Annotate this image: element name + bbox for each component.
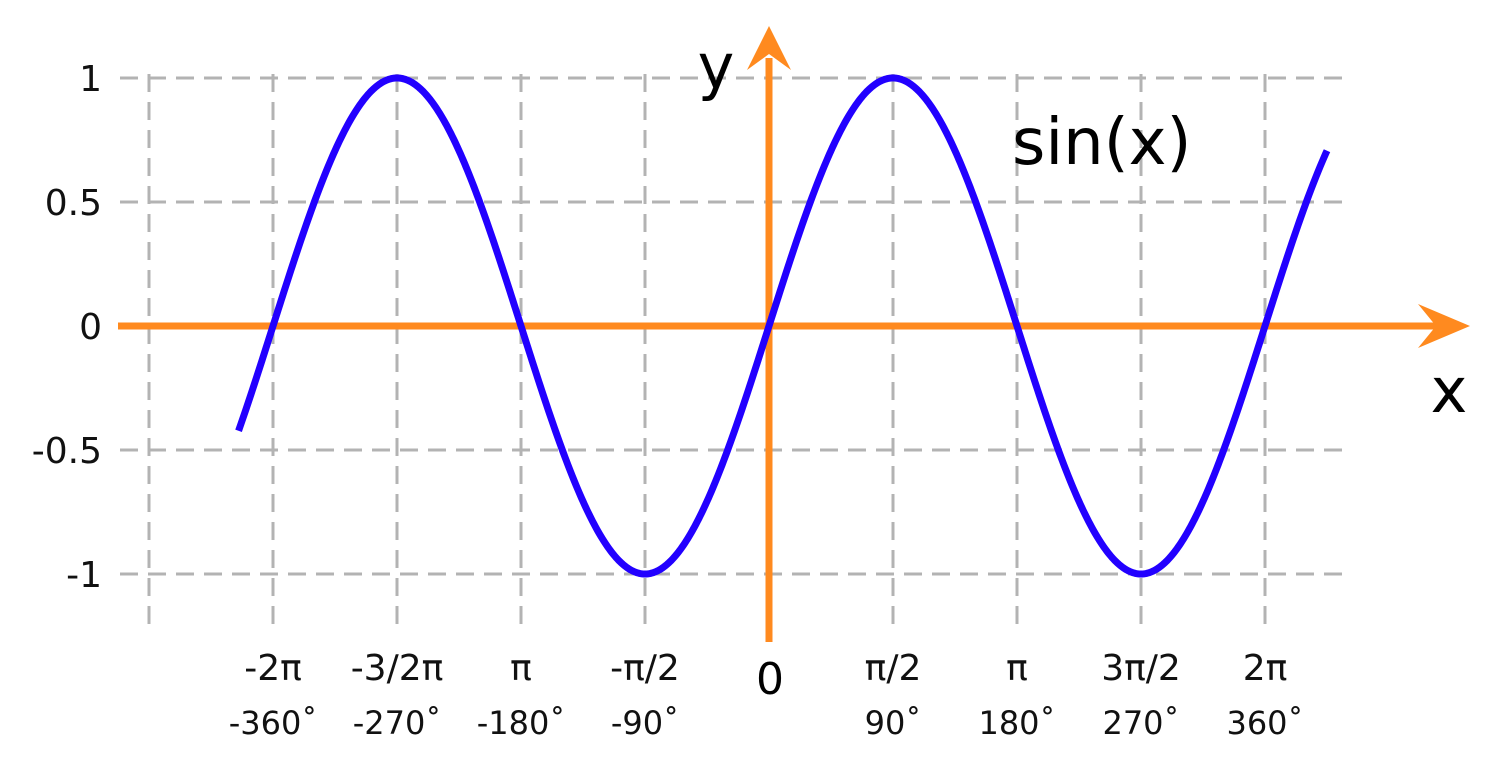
x-tick-degree-label: -360˚: [229, 704, 318, 742]
y-tick-label: 0.5: [45, 183, 102, 224]
x-tick-label: π/2: [865, 648, 922, 689]
x-tick-degree-label: 180˚: [978, 704, 1055, 742]
y-tick-label: 1: [79, 59, 102, 100]
x-tick-label: -π/2: [610, 648, 680, 689]
x-tick-degree-label: 270˚: [1102, 704, 1179, 742]
x-tick-label: -2π: [244, 648, 302, 689]
y-tick-label: -0.5: [32, 431, 102, 472]
x-tick-degree-label: -270˚: [353, 704, 442, 742]
y-axis-label: y: [698, 30, 735, 103]
chart-title: sin(x): [1012, 106, 1192, 180]
y-tick-label: 0: [79, 307, 102, 348]
x-tick-degree-label: -90˚: [611, 704, 679, 742]
origin-label: 0: [756, 654, 784, 705]
y-tick-label: -1: [66, 555, 102, 596]
x-tick-degree-label: 360˚: [1226, 704, 1303, 742]
y-tick-labels: 1 0.5 0 -0.5 -1: [32, 59, 102, 596]
x-tick-label: π: [1006, 648, 1028, 689]
grid: [120, 74, 1352, 632]
x-tick-degree-label: -180˚: [477, 704, 566, 742]
x-tick-label: 3π/2: [1101, 648, 1181, 689]
y-axis-arrow-icon: [747, 26, 791, 70]
x-axis-label: x: [1431, 354, 1468, 427]
x-tick-label: π: [510, 648, 532, 689]
x-tick-degree-label: 90˚: [865, 704, 922, 742]
x-tick-labels: -2π -360˚ -3/2π -270˚ π -180˚ -π/2 -90˚ π/2 90˚ π 1…: [229, 648, 1304, 742]
sine-curve: [235, 74, 1331, 578]
x-tick-label: 2π: [1243, 648, 1288, 689]
x-tick-label: -3/2π: [351, 648, 444, 689]
x-axis-arrow-icon: [1418, 304, 1470, 348]
axes: [118, 26, 1470, 642]
